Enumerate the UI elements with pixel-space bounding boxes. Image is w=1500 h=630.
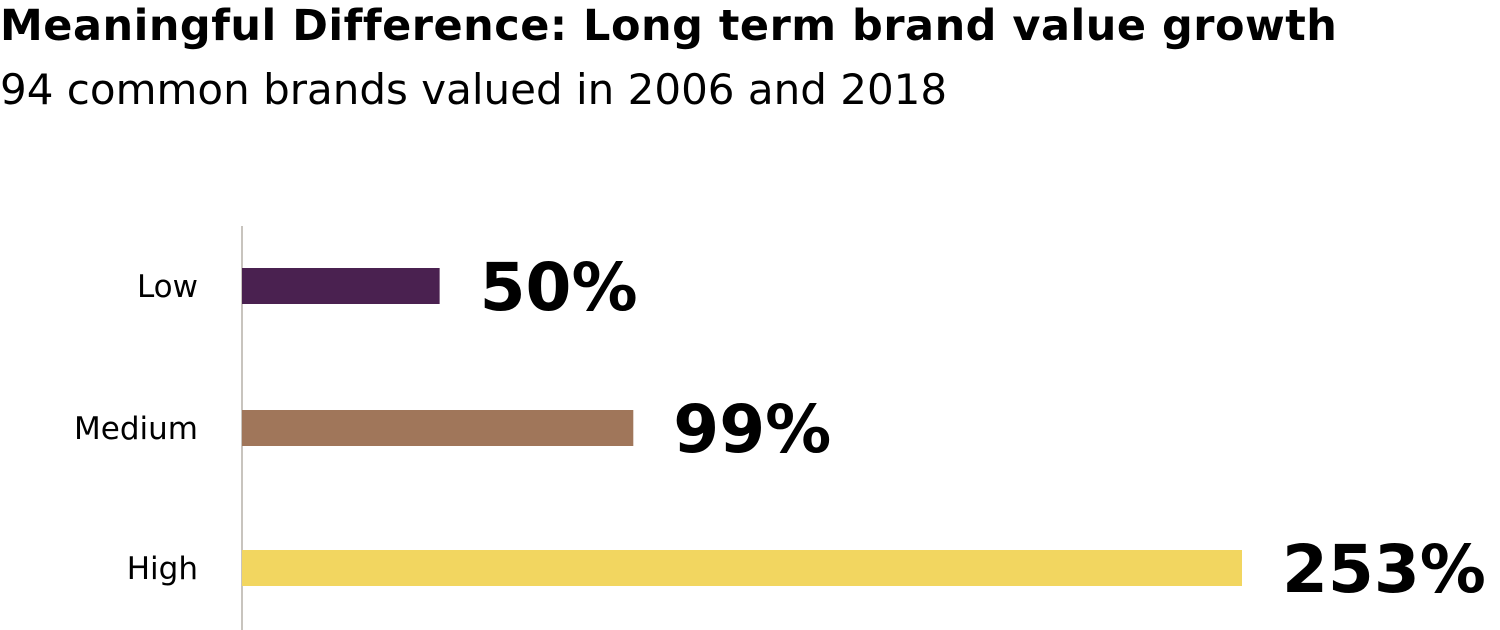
- category-label-low: Low: [137, 269, 198, 305]
- bar-medium: [242, 410, 634, 446]
- bar-low: [242, 268, 440, 304]
- category-label-high: High: [127, 551, 198, 587]
- chart-title: Meaningful Difference: Long term brand v…: [0, 1, 1338, 51]
- value-label-low: 50%: [480, 249, 638, 326]
- value-label-high: 253%: [1282, 531, 1486, 608]
- chart-subtitle: 94 common brands valued in 2006 and 2018: [0, 65, 948, 114]
- category-label-medium: Medium: [74, 411, 198, 447]
- value-label-medium: 99%: [673, 391, 831, 468]
- bar-high: [242, 550, 1242, 586]
